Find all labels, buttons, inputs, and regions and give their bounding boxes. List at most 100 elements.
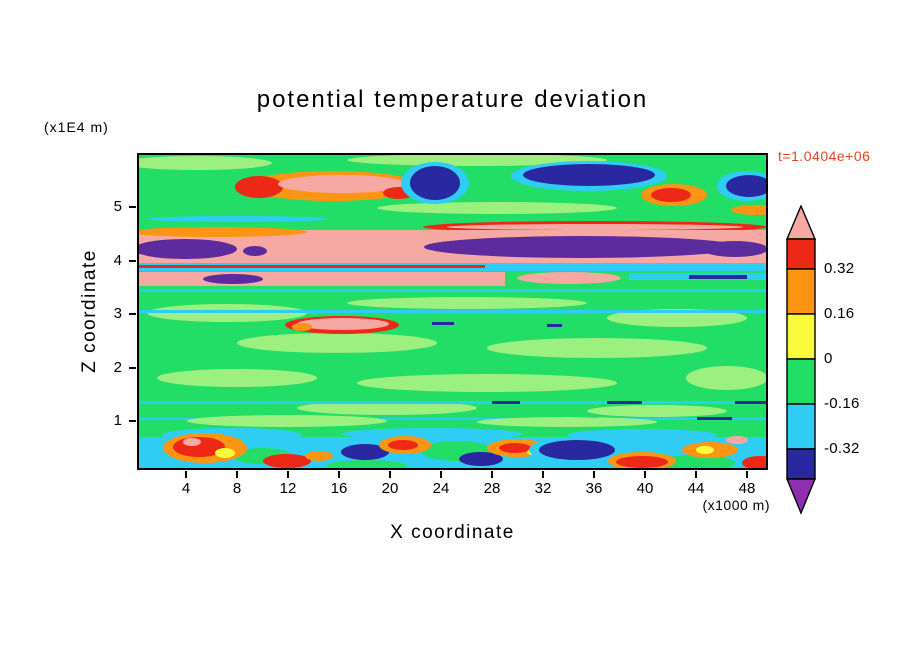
contour-region [410, 166, 460, 200]
y-axis-tick [129, 366, 136, 369]
y-axis-unit-label: (x1E4 m) [44, 119, 109, 135]
time-label: t=1.0404e+06 [778, 148, 871, 164]
x-tick-label: 48 [738, 480, 756, 497]
contour-region [147, 216, 327, 222]
y-axis-tick [129, 420, 136, 422]
contour-region [137, 310, 768, 313]
x-axis-tick [236, 471, 238, 478]
x-tick-label: 32 [534, 480, 552, 497]
contour-region [137, 227, 307, 237]
x-axis-tick [389, 471, 391, 478]
contour-region [587, 405, 727, 417]
contour-region [731, 205, 768, 215]
contour-region [607, 401, 642, 404]
contour-region [607, 309, 747, 327]
contour-region [377, 202, 617, 214]
x-tick-label: 4 [181, 480, 191, 497]
colorbar-shapes-group [786, 205, 817, 515]
contour-region [702, 241, 768, 257]
contour-region [137, 289, 768, 292]
y-axis-tick [129, 259, 136, 262]
contour-region [237, 333, 437, 353]
contour-region [243, 246, 267, 256]
y-tick-label: 1 [113, 412, 122, 429]
x-tick-label: 44 [687, 480, 705, 497]
y-tick-label: 3 [113, 305, 122, 322]
contour-region [735, 401, 768, 404]
contour-region [424, 236, 740, 258]
contour-region [341, 444, 389, 460]
x-axis-tick [338, 471, 340, 478]
contour-field [137, 153, 768, 470]
x-axis-tick [593, 471, 595, 478]
y-tick-label: 5 [113, 198, 122, 215]
contour-region [278, 175, 406, 193]
chart-title: potential temperature deviation [256, 86, 649, 113]
contour-region [655, 455, 735, 470]
contour-region [342, 428, 522, 440]
x-tick-label: 8 [232, 480, 242, 497]
colorbar-label: 0.32 [824, 260, 855, 277]
contour-region [742, 456, 768, 470]
contour-region [305, 451, 333, 461]
x-tick-label: 16 [330, 480, 348, 497]
colorbar-segment [786, 358, 816, 405]
x-tick-label: 20 [381, 480, 399, 497]
contour-region [651, 188, 691, 202]
contour-region [297, 318, 389, 330]
y-axis-tick [129, 206, 136, 208]
x-tick-label: 28 [483, 480, 501, 497]
colorbar [786, 205, 817, 515]
x-tick-label: 36 [585, 480, 603, 497]
contour-region [567, 429, 717, 441]
colorbar-segment [786, 238, 816, 270]
contour-region [539, 440, 615, 460]
x-axis-tick [287, 471, 289, 478]
y-axis-tick [129, 313, 136, 315]
contour-region [235, 176, 283, 198]
colorbar-segment [786, 268, 816, 315]
colorbar-segment [786, 313, 816, 360]
contour-region [459, 452, 503, 466]
contour-region [137, 265, 485, 268]
colorbar-label: 0 [824, 350, 833, 367]
contour-region [263, 454, 311, 468]
x-axis-tick [491, 471, 493, 478]
x-axis-tick [542, 471, 544, 478]
colorbar-label: -0.16 [824, 395, 860, 412]
contour-region [686, 366, 768, 390]
contour-region [347, 297, 587, 309]
contour-region [183, 438, 201, 446]
contour-region [203, 274, 263, 284]
contour-region [697, 417, 732, 420]
contour-region [327, 460, 407, 470]
contour-region [187, 415, 387, 427]
contour-region [297, 401, 477, 415]
contour-region [726, 436, 748, 444]
contour-region [547, 324, 562, 327]
plot-frame [137, 153, 768, 470]
contour-region [137, 239, 237, 259]
colorbar-segment [786, 403, 816, 450]
contour-region [492, 401, 520, 404]
contour-region [517, 272, 621, 284]
contour-region [616, 456, 668, 468]
contour-region [137, 401, 768, 404]
contour-region [523, 164, 655, 186]
colorbar-label: -0.32 [824, 440, 860, 457]
x-axis-tick [746, 471, 748, 478]
x-axis-title: X coordinate [390, 522, 515, 543]
x-axis-tick [185, 471, 187, 478]
contour-region [157, 369, 317, 387]
contour-region [432, 322, 454, 325]
contour-shapes-group [137, 153, 768, 470]
contour-region [137, 156, 272, 170]
contour-region [357, 374, 617, 392]
contour-region [347, 154, 607, 166]
colorbar-segment [786, 448, 816, 480]
y-tick-label: 4 [113, 251, 122, 269]
contour-region [215, 448, 235, 458]
y-axis-title: Z coordinate [79, 249, 100, 373]
contour-region [689, 275, 747, 279]
